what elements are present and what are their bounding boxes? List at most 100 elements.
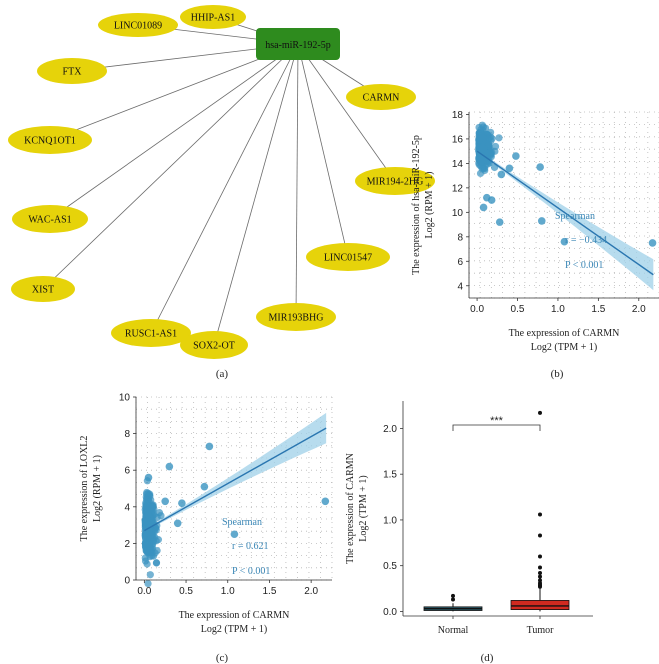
network-node-ellipse	[256, 303, 336, 331]
network-nodes: HHIP-AS1 LINC01089 FTX CARMN KCNQ1OT1 MIR194-…	[8, 5, 435, 359]
network-edge	[295, 43, 299, 318]
network-edge	[297, 43, 396, 182]
significance-bracket	[452, 424, 541, 431]
x-tick-label: 1.0	[551, 304, 565, 315]
network-node: FTX	[37, 58, 107, 84]
y-tick-label: 16	[452, 134, 464, 145]
outlier-point	[538, 578, 542, 583]
y-tick-label: 0	[124, 576, 130, 587]
stat-r: r = −0.434	[565, 235, 607, 246]
panel-label-a: (a)	[216, 368, 229, 380]
data-point	[145, 540, 153, 548]
confidence-band	[144, 412, 327, 533]
network-edge	[297, 43, 349, 258]
network-node-label: MIR193BHG	[268, 313, 323, 324]
outlier-point	[538, 574, 542, 579]
outlier-point	[538, 571, 542, 575]
outlier-point	[538, 512, 542, 517]
network-node: RUSC1-AS1	[111, 319, 191, 347]
data-point	[161, 497, 169, 506]
network-node-ellipse	[12, 205, 88, 233]
network-node-ellipse	[355, 167, 435, 195]
network-node-ellipse	[111, 319, 191, 347]
network-node-ellipse	[180, 5, 246, 29]
y-axis-subtitle: Log2 (TPM + 1)	[358, 475, 369, 541]
outlier-point	[451, 593, 455, 598]
y-tick-label: 1.5	[383, 470, 397, 481]
data-point	[321, 497, 330, 506]
x-axis-subtitle: Log2 (TPM + 1)	[531, 342, 597, 353]
data-point	[486, 128, 495, 136]
network-edge	[150, 43, 299, 334]
network-node: MIR193BHG	[256, 303, 336, 331]
data-point	[497, 170, 506, 179]
network-edge	[49, 43, 299, 220]
x-tick-label: 0.5	[511, 304, 525, 315]
network-node-label: WAC-AS1	[28, 215, 71, 226]
y-tick-label: 10	[119, 393, 131, 404]
stat-method: Spearman	[222, 517, 262, 528]
data-point	[479, 203, 488, 212]
data-point	[152, 559, 161, 567]
network-node-label: CARMN	[363, 93, 400, 104]
x-tick-label: 2.0	[304, 586, 318, 597]
y-tick-label: 8	[124, 429, 130, 440]
data-point	[173, 519, 182, 528]
data-point	[490, 163, 499, 172]
network-node: SOX2-OT	[180, 331, 248, 359]
y-axis-title: The expression of CARMN	[345, 453, 356, 564]
network-panel: HHIP-AS1 LINC01089 FTX CARMN KCNQ1OT1 MIR194-…	[8, 5, 435, 380]
stat-p: P < 0.001	[565, 260, 603, 271]
data-point	[487, 196, 496, 204]
x-axis-title: The expression of CARMN	[179, 610, 290, 621]
y-tick-label: 10	[452, 208, 464, 219]
grid	[135, 396, 333, 581]
data-points	[141, 442, 330, 588]
x-category-label: Tumor	[527, 625, 555, 636]
regression-line	[143, 427, 327, 532]
outlier-point	[538, 554, 542, 559]
network-edge	[42, 43, 299, 290]
network-node-ellipse	[180, 331, 248, 359]
network-edge	[49, 43, 299, 141]
data-point	[480, 144, 488, 153]
x-tick-label: 0.5	[179, 586, 193, 597]
outlier-point	[451, 597, 455, 602]
x-tick-label: 1.5	[262, 586, 276, 597]
network-node: WAC-AS1	[12, 205, 88, 233]
y-tick-label: 8	[457, 232, 463, 243]
data-point	[477, 158, 485, 166]
data-point	[512, 152, 520, 160]
network-node-label: KCNQ1OT1	[24, 136, 76, 147]
y-tick-label: 2	[124, 539, 130, 550]
outlier-point	[538, 584, 542, 589]
hub-node-label: hsa-miR-192-5p	[265, 40, 331, 51]
y-tick-label: 1.0	[383, 515, 397, 526]
network-node-label: LINC01089	[114, 21, 162, 32]
data-point	[495, 218, 504, 226]
data-point	[145, 526, 153, 534]
box-panel-d: 0.0 0.5 1.0 1.5 2.0 Normal Tumor *** The express…	[345, 401, 593, 636]
network-node: LINC01089	[98, 13, 178, 37]
network-node-label: XIST	[32, 285, 54, 296]
box-tumor	[510, 410, 570, 612]
data-point	[144, 473, 153, 482]
data-point	[149, 502, 157, 511]
data-point	[157, 512, 165, 520]
y-axis-title: The expression of hsa-miR-192-5p	[411, 135, 422, 275]
network-node: KCNQ1OT1	[8, 126, 92, 154]
stat-method: Spearman	[555, 211, 595, 222]
y-tick-label: 2.0	[383, 424, 397, 435]
box-body	[510, 600, 570, 610]
hub-node-box	[256, 28, 340, 60]
regression-line	[476, 150, 654, 276]
network-node: XIST	[11, 276, 75, 302]
y-tick-label: 4	[124, 502, 130, 513]
y-axis-subtitle: Log2 (RPM + 1)	[424, 171, 435, 238]
stat-r: r = 0.621	[232, 541, 268, 552]
data-point	[142, 498, 150, 507]
network-node-ellipse	[346, 84, 416, 110]
data-point	[146, 571, 154, 579]
data-point	[141, 557, 150, 565]
